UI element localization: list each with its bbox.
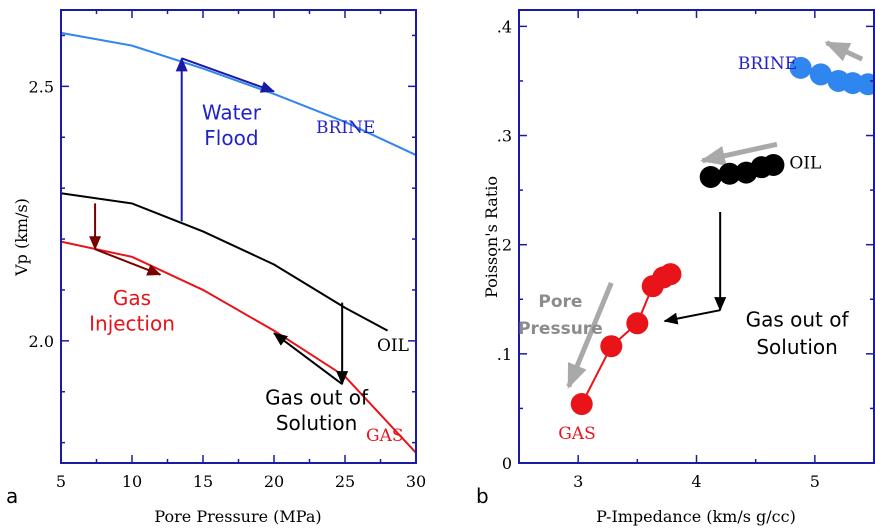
- arrow-3: [273, 332, 343, 385]
- x-tick-label: 30: [406, 472, 426, 491]
- panel-b-arrows: [566, 40, 864, 389]
- panel-b-tick-labels: 3 4 5 0 .1 .2 .3 .4: [497, 17, 820, 491]
- x-tick-label: 20: [264, 472, 284, 491]
- annotation-6: GAS: [558, 424, 596, 444]
- annotation-0: Water: [202, 100, 262, 124]
- point-brine: [789, 56, 812, 79]
- panel-a-series: [60, 31, 417, 454]
- panel-a-ylabel: Vp (km/s): [12, 198, 31, 277]
- annotation-2: Gas out of: [746, 308, 850, 332]
- panel-a-series-label-gas: GAS: [366, 426, 404, 446]
- annotation-4: Gas out of: [265, 385, 369, 409]
- panel-a-ticks: [60, 10, 417, 463]
- annotation-4: Pore: [538, 292, 582, 312]
- panel-b-label: b: [476, 484, 489, 508]
- point-oil: [718, 162, 741, 185]
- annotation-3: Solution: [756, 335, 837, 359]
- arrow-2: [699, 141, 778, 166]
- series-line-brine: [60, 31, 417, 156]
- panel-b-annotations: BRINE OIL Gas out of Solution Pore Pressure GA…: [518, 54, 849, 444]
- x-tick-label: 25: [335, 472, 355, 491]
- panel-b-xlabel: P-Impedance (km/s g/cc): [596, 507, 796, 526]
- panel-a-xlabel: Pore Pressure (MPa): [154, 507, 321, 526]
- annotation-5: Pressure: [518, 319, 603, 339]
- panel-b-ylabel: Poisson's Ratio: [482, 176, 501, 298]
- y-tick-label: .1: [497, 345, 512, 364]
- arrow-1: [663, 309, 721, 325]
- series-line-gas: [60, 240, 417, 454]
- point-gas: [659, 263, 682, 286]
- y-tick-label: .4: [497, 17, 512, 36]
- annotation-2: Gas: [113, 286, 151, 310]
- annotation-5: Solution: [276, 411, 357, 435]
- panel-b: 3 4 5 0 .1 .2 .3 .4 BRINE OIL Gas out of Solution P…: [476, 9, 875, 526]
- point-oil: [699, 166, 722, 189]
- y-tick-label: .2: [497, 236, 512, 255]
- annotation-3: Injection: [89, 312, 175, 336]
- x-tick-label: 3: [573, 472, 583, 491]
- panel-a-arrows: [89, 57, 349, 386]
- arrow-5: [94, 248, 162, 276]
- arrow-4: [566, 281, 614, 389]
- point-oil: [762, 154, 785, 177]
- annotation-1: OIL: [789, 153, 821, 173]
- panel-a-tick-labels: 5 10 15 20 25 30 2.0 2.5: [29, 77, 427, 491]
- point-brine: [857, 73, 875, 96]
- panel-a-series-label-oil: OIL: [377, 336, 409, 356]
- panel-b-series: [570, 56, 875, 416]
- y-tick-label: 2.0: [29, 332, 54, 351]
- x-tick-label: 4: [691, 472, 701, 491]
- arrow-1: [181, 57, 275, 93]
- y-tick-label: 0: [502, 454, 512, 473]
- x-tick-label: 5: [56, 472, 66, 491]
- point-gas: [570, 393, 593, 416]
- panel-a-series-label-brine: BRINE: [316, 118, 375, 138]
- point-gas: [626, 312, 649, 335]
- y-tick-label: 2.5: [29, 77, 54, 96]
- x-tick-label: 5: [810, 472, 820, 491]
- arrow-3: [824, 40, 864, 62]
- panel-b-ticks: [518, 10, 875, 464]
- point-gas: [600, 335, 623, 358]
- series-line-oil: [60, 192, 389, 332]
- y-tick-label: .3: [497, 127, 512, 146]
- x-tick-label: 15: [193, 472, 213, 491]
- annotation-0: BRINE: [738, 54, 797, 74]
- panel-a-label: a: [6, 484, 18, 508]
- annotation-1: Flood: [204, 126, 258, 150]
- x-tick-label: 10: [122, 472, 142, 491]
- point-brine: [809, 63, 832, 86]
